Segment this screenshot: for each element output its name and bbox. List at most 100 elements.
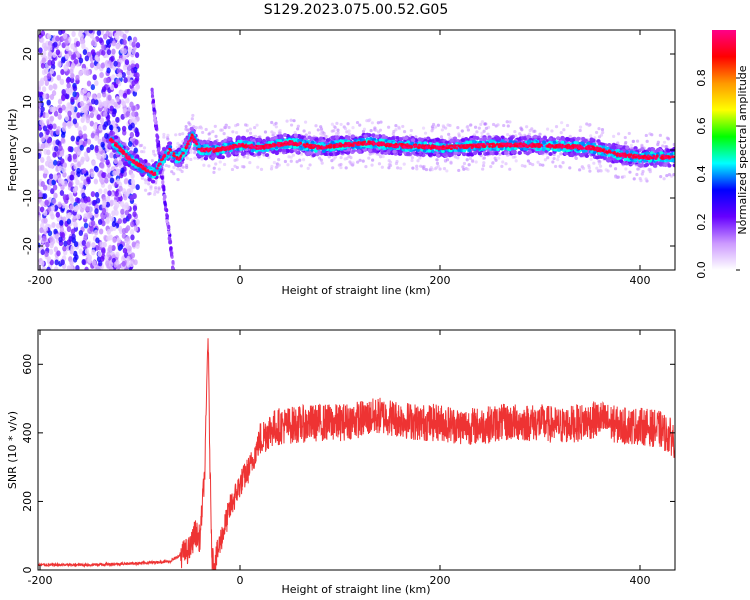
spectrogram-cell [127, 140, 133, 147]
spectrogram-cell [339, 165, 343, 170]
spectrogram-cell [213, 124, 217, 129]
spectrogram-cell [105, 77, 110, 84]
spectrogram-cell [367, 156, 371, 160]
spectrogram-cell [394, 161, 399, 166]
spectrogram-cell [79, 100, 85, 107]
spectrogram-cell [104, 132, 109, 139]
spectrogram-cell [154, 125, 159, 130]
spectrogram-cell [269, 167, 274, 171]
spectrogram-cell [94, 54, 99, 61]
spectrogram-cell [165, 214, 169, 219]
spectrogram-cell [150, 159, 154, 163]
spectrogram-cell [635, 172, 639, 177]
spectrogram-cell [648, 168, 652, 172]
spectrogram-cell [44, 112, 50, 119]
spectrogram-cell [587, 166, 591, 170]
spectrogram-cell [106, 167, 111, 174]
spectrogram-cell [105, 195, 111, 202]
spectrogram-cell [99, 117, 105, 124]
spectrogram-cell [94, 166, 99, 173]
spectrogram-cell [174, 133, 178, 137]
spectrogram-ridge-cell [293, 133, 299, 138]
spectrogram-cell [561, 161, 565, 165]
spectrogram-cell [90, 40, 96, 47]
spectrogram-cell [73, 146, 79, 153]
spectrogram-cell [90, 249, 96, 256]
spectrogram-cell [66, 239, 72, 246]
spectrogram-cell [86, 80, 92, 87]
spectrogram-cell [52, 83, 57, 90]
spectrogram-cell [67, 155, 72, 162]
spectrogram-cell [49, 94, 55, 101]
spectrogram-cell [176, 141, 180, 146]
spectrogram-cell [68, 192, 73, 199]
spectrogram-cell [212, 170, 216, 174]
spectrogram-cell [191, 113, 195, 118]
spectrogram-cell [410, 158, 414, 163]
spectrogram-ridge-cell [367, 148, 373, 153]
spectrogram-ridge-cell [167, 141, 173, 146]
spectrogram-cell [296, 127, 300, 131]
spectrogram-cell [75, 51, 81, 58]
spectrogram-ridge-cell [525, 151, 530, 156]
spectrogram-cell [54, 145, 59, 152]
spectrogram-cell [38, 47, 43, 54]
spectrogram-cell [624, 167, 628, 171]
spectrogram-cell [73, 241, 79, 248]
spectrogram-ridge-cell [510, 150, 516, 155]
spectrogram-cell [89, 32, 95, 39]
spectrogram-ridge-cell [548, 152, 553, 156]
spectrogram-cell [104, 211, 109, 218]
spectrogram-cell [119, 172, 124, 179]
spectrogram-cell [41, 42, 47, 49]
spectrogram-cell [320, 161, 324, 165]
spectrogram-ridge-cell [350, 134, 356, 139]
spectrogram-cell [350, 163, 355, 167]
spectrogram-cell [89, 112, 95, 119]
spectrogram-cell [135, 219, 140, 226]
spectrogram-cell [333, 126, 337, 130]
spectrogram-cell [109, 215, 115, 222]
spectrogram-cell [589, 157, 593, 161]
spectrogram-cell [130, 221, 135, 228]
spectrogram-cell [42, 209, 48, 216]
spectrogram-cell [73, 163, 78, 170]
spectrogram-cell [295, 160, 299, 164]
spectrogram-ridge-cell [236, 135, 241, 140]
spectrogram-cell [90, 49, 96, 56]
spectrogram-cell [65, 45, 70, 52]
spectrogram-cell [135, 242, 140, 249]
spectrogram-cell [106, 235, 111, 242]
spectrogram-cell [112, 199, 118, 206]
spectrogram-cell [220, 128, 224, 132]
spectrogram-cell [504, 162, 508, 166]
spectrogram-cell [110, 55, 115, 62]
spectrogram-cell [53, 228, 58, 235]
spectrogram-cell [59, 78, 65, 85]
spectrogram-cell [76, 112, 81, 119]
spectrogram-cell [129, 101, 134, 108]
spectrogram-cell [565, 123, 570, 128]
spectrogram-cell [40, 136, 46, 143]
spectrogram-cell [76, 197, 81, 204]
spectrogram-cell [601, 130, 605, 135]
spectrogram-cell [70, 43, 75, 50]
spectrogram-cell [56, 160, 62, 167]
spectrogram-cell [640, 143, 644, 147]
spectrogram-cell [90, 171, 95, 178]
spectrogram-cell [248, 160, 252, 165]
spectrogram-cell [387, 166, 391, 170]
spectrogram-cell [45, 129, 50, 136]
spectrogram-cell [103, 111, 108, 118]
spectrogram-cell [117, 72, 123, 79]
spectrogram-cell [99, 71, 104, 78]
spectrogram-cell [201, 130, 205, 135]
spectrogram-cell [108, 261, 114, 268]
spectrogram-cell [85, 70, 90, 77]
spectrogram-cell [129, 229, 135, 236]
spectrogram-cell [559, 152, 563, 156]
spectrogram-cell [86, 147, 91, 154]
spectrogram-cell [99, 241, 104, 248]
spectrogram-ridge-cell [162, 147, 167, 152]
